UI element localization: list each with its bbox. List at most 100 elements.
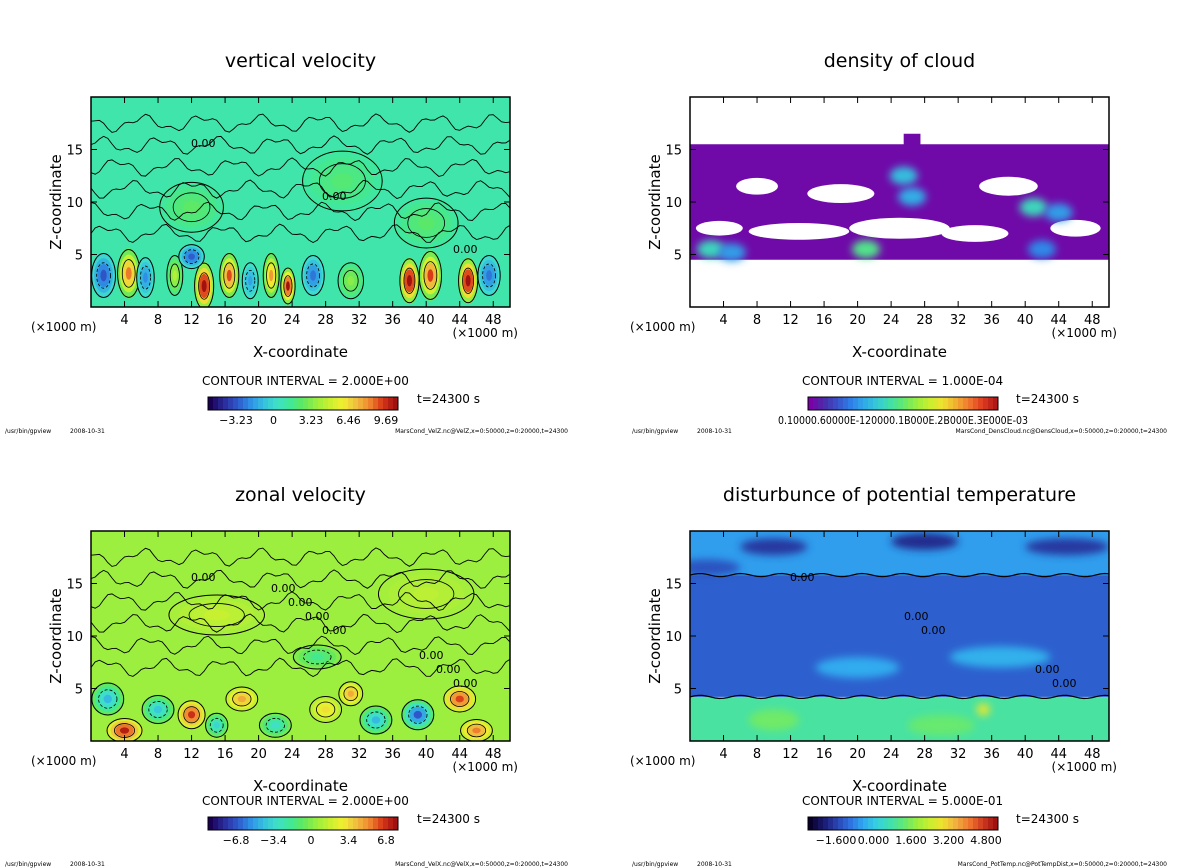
footer-date: 2008-10-31 (70, 861, 105, 868)
panel-vertical-velocity: 0.000.000.004 8 12 16 20 24 28 32 36 40 44 4851015v… (5, 50, 568, 435)
colorbar-segment (883, 397, 889, 410)
heatmap-cell (1025, 538, 1109, 556)
heatmap-field (91, 97, 510, 307)
footer-source: MarsCond_VelX.nc@VelX,x=0:50000,z=0:2000… (395, 861, 568, 868)
y-tick-label: 5 (75, 683, 83, 698)
colorbar-segment (958, 817, 964, 830)
colorbar-segment (328, 397, 334, 410)
footer-source: MarsCond_DensCloud.nc@DensCloud,x=0:5000… (956, 428, 1168, 435)
contour-line (690, 572, 1109, 578)
colorbar-tick-label: −3.4 (260, 834, 287, 847)
x-unit-label-left: (×1000 m) (630, 320, 695, 334)
x-tick-label: 20 (250, 313, 267, 328)
colorbar-segment (283, 817, 289, 830)
y-axis-label: Z-coordinate (47, 588, 65, 683)
colorbar-segment (928, 397, 934, 410)
contour-line (266, 262, 277, 289)
chart-title: disturbunce of potential temperature (723, 484, 1076, 506)
heatmap-cell (310, 270, 317, 281)
heatmap-cell (371, 716, 381, 724)
colorbar-segment (318, 397, 324, 410)
heatmap-cell (347, 276, 355, 286)
colorbar-segment (848, 397, 854, 410)
colorbar-tick-label: 0.000 (858, 834, 890, 847)
colorbar-segment (338, 397, 344, 410)
colorbar-segment (873, 397, 879, 410)
contour-line (477, 255, 501, 296)
contour-line (91, 113, 510, 133)
colorbar-segment (973, 397, 979, 410)
colorbar-segment (973, 817, 979, 830)
colorbar-segment (858, 397, 864, 410)
heatmap-cell (748, 709, 799, 731)
time-label: t=24300 s (417, 392, 480, 406)
x-tick-label: 32 (351, 313, 368, 328)
colorbar-segment (958, 397, 964, 410)
heatmap-cell (201, 279, 207, 293)
colorbar-segment (363, 817, 369, 830)
colorbar-segment (233, 817, 239, 830)
heatmap-field (91, 531, 510, 741)
heatmap-cell (427, 269, 434, 282)
heatmap-field (690, 531, 1109, 741)
colorbar-segment (898, 397, 904, 410)
colorbar-segment (953, 397, 959, 410)
x-unit-label-right: (×1000 m) (1052, 326, 1117, 340)
x-tick-label: 28 (916, 747, 933, 762)
x-unit-label-left: (×1000 m) (31, 754, 96, 768)
contour-line (183, 249, 200, 264)
colorbar-segment (918, 397, 924, 410)
colorbar-segment (848, 817, 854, 830)
colorbar-tick-label: 6.46 (336, 414, 361, 427)
colorbar-segment (828, 817, 834, 830)
footer-source: MarsCond_PotTemp.nc@PotTempDist,x=0:5000… (958, 861, 1168, 868)
x-tick-label: 40 (1017, 313, 1034, 328)
contour-interval: CONTOUR INTERVAL = 2.000E+00 (202, 794, 409, 808)
footer-date: 2008-10-31 (697, 428, 732, 435)
heatmap-cell (413, 710, 423, 719)
colorbar-segment (273, 397, 279, 410)
x-unit-label-right: (×1000 m) (1052, 760, 1117, 774)
colorbar-segment (288, 817, 294, 830)
heatmap-cell (690, 559, 741, 577)
contour-line (140, 265, 151, 290)
cloud-density-spot (851, 240, 880, 259)
contour-line (198, 272, 211, 300)
x-unit-label-left: (×1000 m) (31, 320, 96, 334)
colorbar-segment (813, 817, 819, 830)
colorbar-segment (383, 817, 389, 830)
contour-line (91, 591, 510, 611)
contour-line (183, 706, 200, 724)
colorbar-segment (938, 817, 944, 830)
contour-line (316, 701, 336, 718)
cloud-density-spot (1019, 198, 1048, 217)
heatmap-cell (213, 722, 220, 729)
contour-line (96, 262, 111, 289)
contour-line (462, 267, 475, 294)
x-tick-label: 44 (1050, 313, 1067, 328)
colorbar-segment (363, 397, 369, 410)
colorbar-segment (943, 817, 949, 830)
colorbar-segment (273, 817, 279, 830)
colorbar-segment (228, 817, 234, 830)
contour-line (258, 712, 292, 738)
cloud-gap (979, 176, 1038, 196)
cloud-density-spot (889, 166, 918, 185)
x-tick-label: 24 (284, 747, 301, 762)
x-tick-label: 16 (816, 313, 833, 328)
contour-label: 0.00 (1035, 663, 1060, 676)
x-axis-label: X-coordinate (253, 777, 348, 795)
colorbar-segment (278, 397, 284, 410)
colorbar-tick-label: 0 (270, 414, 277, 427)
colorbar-tick-label: −6.8 (223, 834, 250, 847)
contour-line (241, 262, 259, 300)
heatmap-cell (406, 274, 412, 287)
time-label: t=24300 s (1016, 812, 1079, 826)
heatmap-cell (347, 690, 354, 697)
colorbar-segment (348, 817, 354, 830)
contour-line (407, 208, 446, 238)
colorbar-segment (828, 397, 834, 410)
colorbar-segment (308, 397, 314, 410)
contour-line (302, 150, 383, 212)
